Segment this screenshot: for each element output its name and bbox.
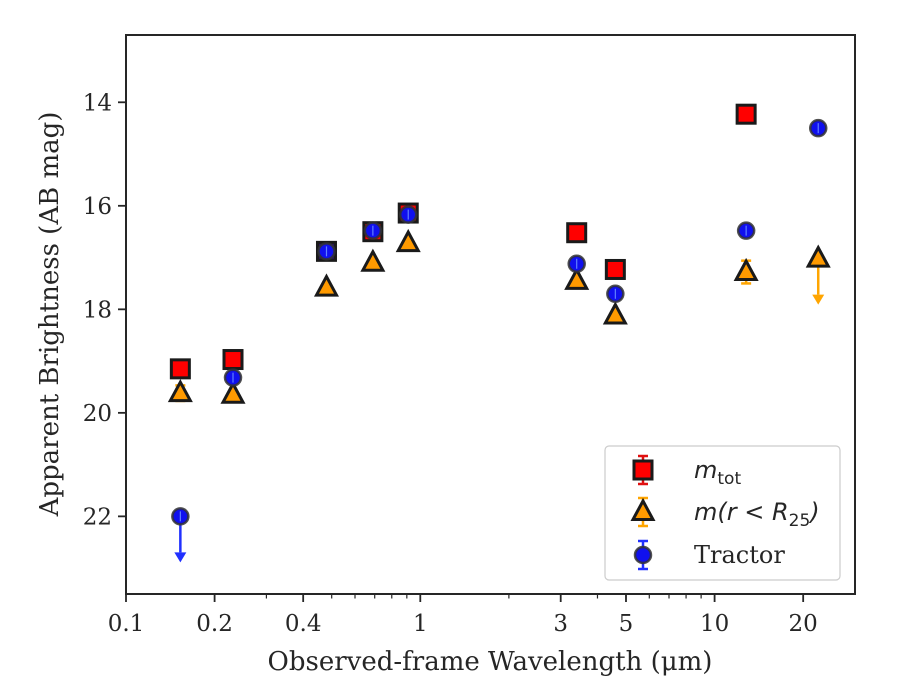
plot-area (125, 34, 856, 595)
mtot-square-marker (222, 349, 244, 371)
mr25-triangle-marker (220, 380, 246, 404)
mr25-triangle-marker (313, 273, 340, 297)
legend-mr25-label-subscript: 25 (789, 511, 811, 531)
x-tick-label: 20 (789, 611, 818, 637)
legend-box (604, 445, 841, 581)
legend-mr25-marker (630, 497, 656, 521)
x-tick-label: 0.4 (285, 611, 322, 637)
y-tick-label: 20 (83, 401, 112, 427)
legend-tractor-marker (633, 545, 653, 565)
x-tick-label: 10 (700, 611, 729, 637)
y-axis-title: Apparent Brightness (AB mag) (35, 112, 65, 518)
x-tick-label: 0.1 (108, 611, 145, 637)
mr25-triangle-marker (395, 228, 421, 253)
legend-mr25-label-close: ) (808, 498, 819, 526)
legend-mtot-label-main: m (694, 456, 717, 484)
legend-mtot-marker (632, 459, 654, 481)
mr25-triangle-marker (805, 244, 831, 268)
series-triangle (167, 228, 831, 404)
mtot-square-marker (566, 222, 588, 244)
mtot-square-marker (604, 258, 626, 280)
x-tick-label: 5 (619, 611, 634, 637)
mr25-triangle-marker (602, 301, 628, 325)
x-tick-label: 1 (413, 611, 428, 637)
tractor-circle-marker-upper-limit-arrow-head (174, 552, 187, 563)
legend-tractor-label: Tractor (694, 541, 785, 569)
mr25-triangle-marker (360, 248, 386, 272)
x-axis: 0.1 0.2 0.4 1 3 5 10 20 (108, 594, 818, 637)
legend: mtot m(r < R25) Tractor (604, 445, 841, 581)
mr25-triangle-marker-upper-limit-arrow-head (812, 294, 825, 305)
x-tick-label: 0.2 (196, 611, 233, 637)
series-circle (171, 118, 828, 563)
legend-mr25-label-main: m(r < R (694, 498, 789, 526)
y-axis: 14 16 18 20 22 (83, 90, 126, 530)
y-tick-label: 18 (83, 297, 112, 323)
mr25-triangle-marker (564, 266, 590, 290)
mr25-triangle-marker (733, 257, 759, 282)
plot-frame (125, 34, 856, 595)
legend-mtot-label: mtot (694, 456, 741, 489)
mtot-square-marker (169, 358, 191, 380)
x-tick-label: 3 (553, 611, 568, 637)
y-tick-label: 16 (83, 194, 112, 220)
legend-mr25-label: m(r < R25) (694, 498, 820, 531)
y-tick-label: 14 (83, 90, 112, 116)
legend-mtot-label-subscript: tot (717, 469, 741, 489)
mr25-triangle-marker (167, 379, 193, 403)
legend-tractor-label-main: Tractor (694, 541, 785, 569)
mtot-square-marker (735, 103, 757, 125)
y-tick-label: 22 (83, 504, 112, 530)
x-axis-title: Observed-frame Wavelength (μm) (268, 647, 713, 677)
